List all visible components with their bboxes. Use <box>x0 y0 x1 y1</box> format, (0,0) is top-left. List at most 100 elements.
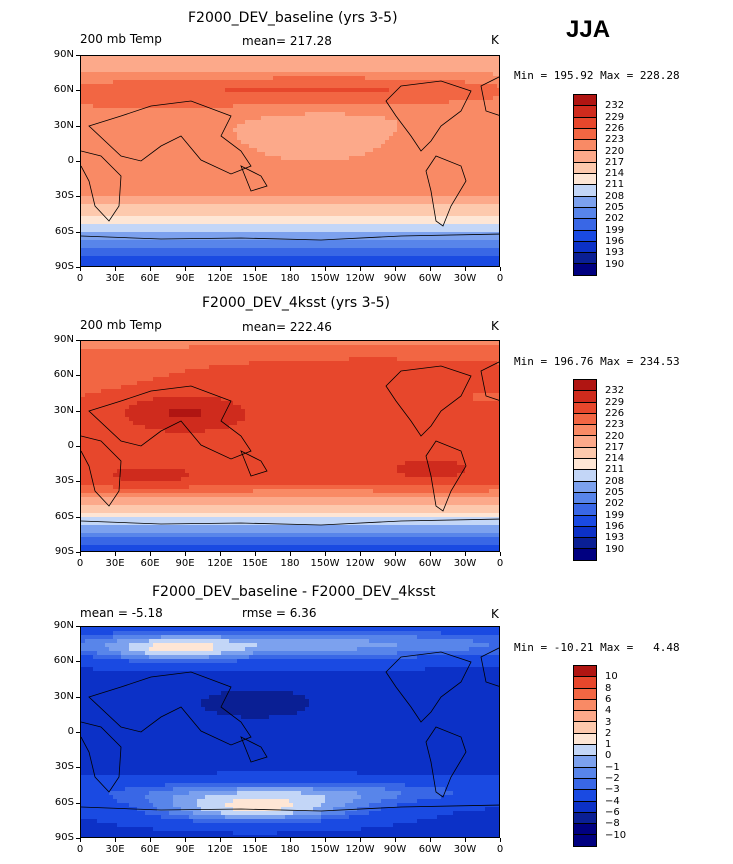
field-cell <box>289 164 294 169</box>
field-cell <box>89 200 94 205</box>
field-cell <box>461 156 466 161</box>
field-cell <box>217 64 222 69</box>
field-cell <box>265 208 270 213</box>
field-cell <box>429 116 434 121</box>
field-cell <box>253 152 258 157</box>
field-cell <box>493 96 498 101</box>
field-cell <box>401 192 406 197</box>
field-cell <box>317 232 322 237</box>
field-cell <box>269 244 274 249</box>
field-cell <box>389 180 394 185</box>
field-cell <box>281 56 286 61</box>
field-cell <box>401 148 406 153</box>
field-cell <box>233 208 238 213</box>
field-cell <box>261 108 266 113</box>
field-cell <box>457 68 462 73</box>
field-cell <box>485 188 490 193</box>
field-cell <box>445 124 450 129</box>
field-cell <box>309 240 314 245</box>
field-cell <box>301 184 306 189</box>
field-cell <box>245 124 250 129</box>
field-cell <box>353 76 358 81</box>
field-cell <box>201 184 206 189</box>
field-cell <box>489 176 494 181</box>
field-cell <box>145 64 150 69</box>
field-cell <box>477 120 482 125</box>
field-cell <box>249 56 254 61</box>
field-cell <box>269 176 274 181</box>
field-cell <box>409 80 414 85</box>
field-cell <box>393 236 398 241</box>
field-cell <box>293 216 298 221</box>
field-cell <box>453 204 458 209</box>
field-cell <box>497 72 499 77</box>
field-cell <box>433 80 438 85</box>
field-cell <box>249 104 254 109</box>
field-cell <box>421 184 426 189</box>
field-cell <box>421 140 426 145</box>
field-cell <box>349 148 354 153</box>
field-cell <box>309 224 314 229</box>
field-cell <box>493 196 498 201</box>
field-cell <box>385 88 390 93</box>
field-cell <box>333 88 338 93</box>
field-cell <box>449 236 454 241</box>
field-cell <box>225 124 230 129</box>
field-cell <box>229 176 234 181</box>
field-cell <box>85 132 90 137</box>
field-cell <box>385 184 390 189</box>
field-cell <box>273 104 278 109</box>
field-cell <box>173 88 178 93</box>
field-cell <box>377 100 382 105</box>
field-cell <box>121 240 126 245</box>
field-cell <box>233 156 238 161</box>
field-cell <box>253 88 258 93</box>
field-cell <box>473 176 478 181</box>
field-cell <box>401 108 406 113</box>
field-cell <box>149 204 154 209</box>
field-cell <box>93 100 98 105</box>
field-cell <box>85 168 90 173</box>
field-cell <box>281 164 286 169</box>
field-cell <box>497 136 499 141</box>
field-cell <box>325 76 330 81</box>
field-cell <box>361 180 366 185</box>
field-cell <box>373 140 378 145</box>
field-cell <box>157 212 162 217</box>
field-cell <box>321 116 326 121</box>
field-cell <box>445 168 450 173</box>
field-cell <box>409 156 414 161</box>
field-cell <box>469 132 474 137</box>
field-cell <box>229 96 234 101</box>
field-cell <box>405 72 410 77</box>
field-cell <box>269 88 274 93</box>
field-cell <box>389 96 394 101</box>
field-cell <box>481 188 486 193</box>
field-cell <box>113 60 118 65</box>
field-cell <box>397 200 402 205</box>
field-cell <box>269 132 274 137</box>
field-cell <box>245 148 250 153</box>
field-cell <box>429 64 434 69</box>
field-cell <box>377 88 382 93</box>
field-cell <box>465 204 470 209</box>
field-cell <box>301 116 306 121</box>
field-cell <box>433 76 438 81</box>
field-cell <box>81 160 86 165</box>
field-cell <box>265 200 270 205</box>
field-cell <box>457 144 462 149</box>
field-cell <box>457 120 462 125</box>
field-cell <box>341 240 346 245</box>
field-cell <box>449 228 454 233</box>
field-cell <box>409 88 414 93</box>
field-cell <box>433 156 438 161</box>
field-cell <box>149 180 154 185</box>
field-cell <box>105 176 110 181</box>
field-cell <box>377 164 382 169</box>
field-cell <box>153 228 158 233</box>
field-cell <box>345 116 350 121</box>
field-cell <box>305 140 310 145</box>
field-cell <box>345 232 350 237</box>
field-cell <box>313 60 318 65</box>
field-cell <box>245 88 250 93</box>
